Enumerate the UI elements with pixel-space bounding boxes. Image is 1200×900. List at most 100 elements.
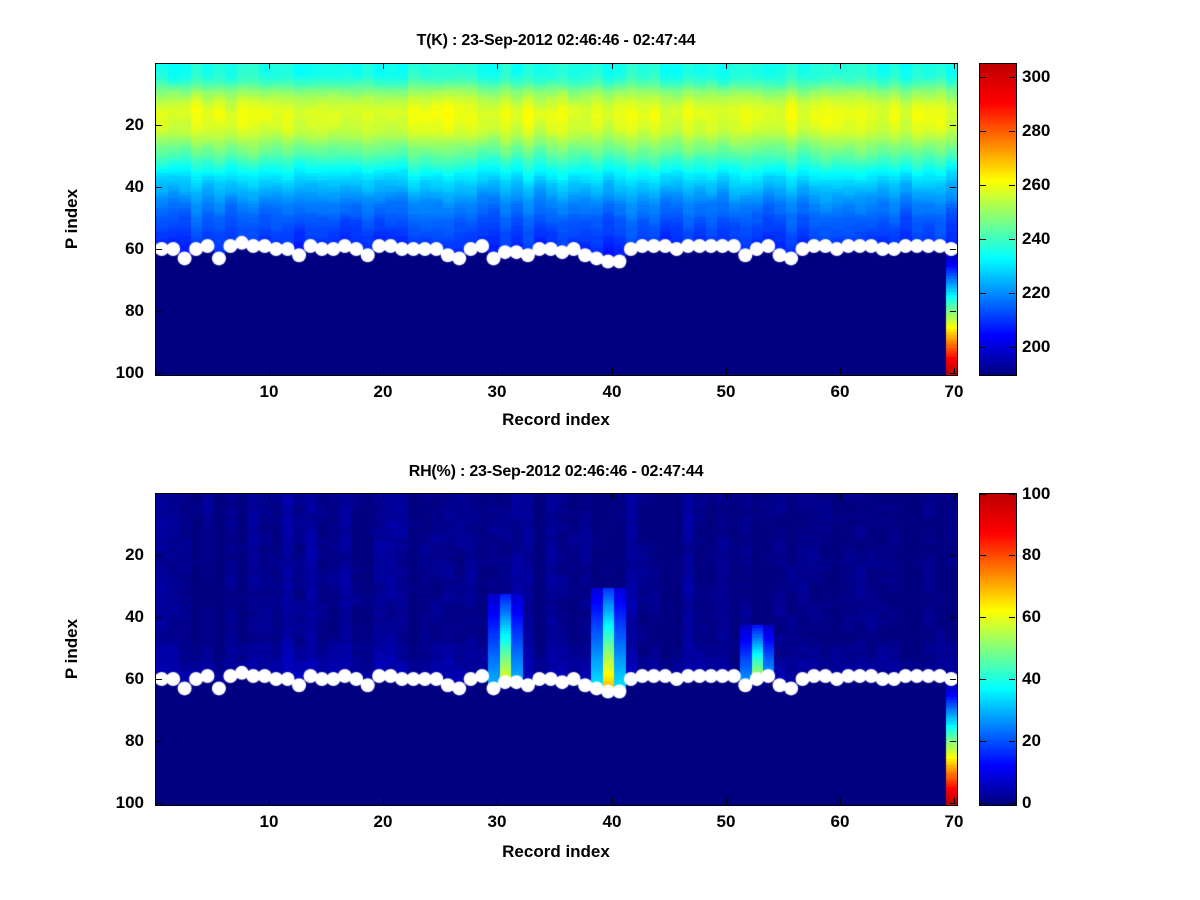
colorbar-tick-temperature <box>980 293 986 294</box>
colorbar-tick-relative-humidity <box>1009 494 1015 495</box>
xtick-relative-humidity <box>726 798 727 804</box>
xticklabel-relative-humidity: 70 <box>944 812 964 831</box>
xaxis-label-temperature: Record index <box>502 410 610 429</box>
chart-title-temperature: T(K) : 23-Sep-2012 02:46:46 - 02:47:44 <box>416 32 696 49</box>
ytick-temperature <box>950 249 956 250</box>
xtick-temperature <box>269 63 270 69</box>
colorbar-ticklabel-relative-humidity: 0 <box>1022 793 1032 812</box>
colorbar-temperature[interactable] <box>979 63 1017 376</box>
xticklabel-temperature: 10 <box>259 382 279 401</box>
xtick-temperature <box>269 368 270 374</box>
xtick-temperature <box>383 368 384 374</box>
ytick-temperature <box>156 125 162 126</box>
xticklabel-temperature: 30 <box>487 382 507 401</box>
colorbar-relative-humidity[interactable] <box>979 493 1017 806</box>
yticklabel-temperature: 20 <box>125 115 144 134</box>
colorbar-tick-relative-humidity <box>1009 679 1015 680</box>
xticklabel-temperature: 50 <box>716 382 736 401</box>
colorbar-tick-temperature <box>1009 239 1015 240</box>
chart-title-relative-humidity: RH(%) : 23-Sep-2012 02:46:46 - 02:47:44 <box>408 463 704 480</box>
colorbar-tick-temperature <box>980 347 986 348</box>
yticklabel-relative-humidity: 20 <box>125 545 144 564</box>
colorbar-ticklabel-temperature: 300 <box>1022 67 1051 86</box>
colorbar-ticklabel-temperature: 240 <box>1022 229 1051 248</box>
colorbar-ticklabel-relative-humidity: 60 <box>1022 607 1041 626</box>
colorbar-tick-temperature <box>1009 131 1015 132</box>
xtick-relative-humidity <box>726 493 727 499</box>
panel-relative-humidity: RH(%) : 23-Sep-2012 02:46:46 - 02:47:44 … <box>0 430 1200 900</box>
panel-temperature: T(K) : 23-Sep-2012 02:46:46 - 02:47:44 2… <box>0 0 1200 440</box>
ytick-relative-humidity <box>156 741 162 742</box>
colorbar-tick-relative-humidity <box>980 679 986 680</box>
heatmap-canvas-temperature <box>156 64 957 375</box>
colorbar-ticklabel-temperature: 220 <box>1022 283 1051 302</box>
colorbar-tick-temperature <box>980 185 986 186</box>
colorbar-ticklabel-temperature: 260 <box>1022 175 1051 194</box>
ytick-temperature <box>950 187 956 188</box>
xtick-relative-humidity <box>497 493 498 499</box>
ytick-relative-humidity <box>950 679 956 680</box>
yticklabel-temperature: 60 <box>125 239 144 258</box>
ytick-relative-humidity <box>950 555 956 556</box>
xticklabel-relative-humidity: 20 <box>373 812 393 831</box>
colorbar-tick-relative-humidity <box>980 494 986 495</box>
xticklabel-relative-humidity: 40 <box>602 812 622 831</box>
xticklabel-relative-humidity: 60 <box>830 812 850 831</box>
colorbar-ticklabel-temperature: 200 <box>1022 337 1051 356</box>
colorbar-tick-temperature <box>1009 77 1015 78</box>
colorbar-tick-relative-humidity <box>1009 617 1015 618</box>
xtick-relative-humidity <box>497 798 498 804</box>
colorbar-tick-relative-humidity <box>980 741 986 742</box>
yticklabel-temperature: 40 <box>125 177 144 196</box>
xtick-temperature <box>726 368 727 374</box>
yaxis-label-temperature: P index <box>62 188 81 250</box>
heatmap-axes-temperature[interactable] <box>155 63 958 376</box>
xtick-relative-humidity <box>269 798 270 804</box>
colorbar-canvas-relative-humidity <box>980 494 1016 805</box>
xtick-temperature <box>612 63 613 69</box>
colorbar-ticklabel-relative-humidity: 20 <box>1022 731 1041 750</box>
colorbar-ticklabel-temperature: 280 <box>1022 121 1051 140</box>
xaxis-label-relative-humidity: Record index <box>502 842 610 861</box>
colorbar-tick-relative-humidity <box>980 617 986 618</box>
ytick-temperature <box>156 249 162 250</box>
yaxis-label-relative-humidity: P index <box>62 618 81 680</box>
ytick-relative-humidity <box>156 679 162 680</box>
colorbar-tick-temperature <box>1009 185 1015 186</box>
xtick-temperature <box>726 63 727 69</box>
ytick-relative-humidity <box>950 803 956 804</box>
xtick-relative-humidity <box>612 493 613 499</box>
xtick-relative-humidity <box>612 798 613 804</box>
yticklabel-relative-humidity: 80 <box>125 731 144 750</box>
xtick-relative-humidity <box>954 798 955 804</box>
ytick-relative-humidity <box>156 803 162 804</box>
xtick-temperature <box>954 63 955 69</box>
xtick-relative-humidity <box>383 798 384 804</box>
xticklabel-temperature: 20 <box>373 382 393 401</box>
ytick-temperature <box>156 373 162 374</box>
colorbar-tick-temperature <box>980 239 986 240</box>
colorbar-tick-temperature <box>980 131 986 132</box>
ytick-temperature <box>950 125 956 126</box>
xticklabel-relative-humidity: 50 <box>716 812 736 831</box>
xticklabel-temperature: 70 <box>944 382 964 401</box>
xticklabel-temperature: 60 <box>830 382 850 401</box>
ytick-temperature <box>950 311 956 312</box>
ytick-temperature <box>156 187 162 188</box>
yticklabel-relative-humidity: 60 <box>125 669 144 688</box>
xticklabel-relative-humidity: 30 <box>487 812 507 831</box>
ytick-relative-humidity <box>950 617 956 618</box>
heatmap-axes-relative-humidity[interactable] <box>155 493 958 806</box>
colorbar-tick-temperature <box>1009 347 1015 348</box>
colorbar-canvas-temperature <box>980 64 1016 375</box>
xtick-temperature <box>497 368 498 374</box>
colorbar-tick-relative-humidity <box>1009 803 1015 804</box>
xtick-temperature <box>954 368 955 374</box>
colorbar-tick-temperature <box>980 77 986 78</box>
heatmap-canvas-relative-humidity <box>156 494 957 805</box>
xtick-relative-humidity <box>269 493 270 499</box>
xticklabel-temperature: 40 <box>602 382 622 401</box>
xtick-relative-humidity <box>954 493 955 499</box>
colorbar-tick-relative-humidity <box>1009 741 1015 742</box>
